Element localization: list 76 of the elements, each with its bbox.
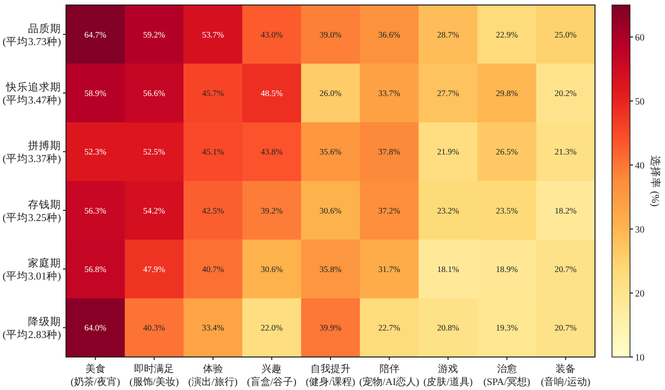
data-label: 30.6% [320,205,342,216]
data-label: 18.1% [437,264,460,274]
data-label: 54.2% [143,205,166,216]
x-tick-label: 体验 (演出/旅行) [188,363,238,388]
color-bar-label: 30 [635,226,645,236]
data-label: 18.9% [496,264,518,274]
data-label: 58.9% [84,88,106,98]
y-tick-label: 品质期 (平均3.73种) [2,22,62,48]
data-label: 22.7% [378,322,400,333]
data-label: 23.5% [496,205,518,216]
color-bar-label: 40 [635,162,645,172]
x-tick-label: 游戏 (皮肤/道具) [423,363,473,388]
data-label: 20.8% [437,322,460,333]
data-label: 56.3% [84,205,106,216]
color-bar-label: 10 [635,354,645,364]
x-tick-label: 陪伴 (宠物/AI恋人) [359,363,420,388]
data-label: 35.8% [320,264,342,274]
color-bar-label: 60 [635,34,645,44]
data-label: 22.0% [260,322,283,333]
data-label: 59.2% [143,29,166,40]
data-label: 26.0% [320,88,342,98]
x-tick-label: 美食 (奶茶/夜宵) [70,363,120,388]
data-label: 42.5% [202,205,224,216]
color-bar-title: 选择率 (%) [649,155,662,208]
data-label: 39.9% [320,322,342,333]
data-label: 48.5% [260,88,283,98]
x-tick-label: 即时满足 (服饰/美妆) [129,363,179,388]
data-label: 56.8% [84,264,106,274]
data-label: 45.1% [202,146,224,157]
data-label: 33.7% [378,88,400,98]
data-label: 22.9% [496,29,518,40]
color-bar-label: 50 [635,98,645,108]
data-label: 20.2% [554,88,577,98]
data-label: 21.9% [437,146,460,157]
x-tick-label: 自我提升 (健身/课程) [306,363,356,388]
data-label: 20.7% [554,322,577,333]
data-label: 25.0% [554,29,577,40]
y-tick-label: 快乐追求期 (平均3.47种) [2,80,62,106]
y-tick-label: 降级期 (平均2.83种) [2,316,62,342]
data-label: 20.7% [554,264,577,274]
y-tick-label: 存钱期 (平均3.25种) [2,198,62,224]
data-label: 35.6% [320,146,342,157]
data-label: 52.5% [143,146,166,157]
data-label: 64.7% [84,29,106,40]
data-label: 36.6% [378,29,400,40]
data-label: 33.4% [202,322,224,333]
data-label: 40.3% [143,322,166,333]
data-label: 21.3% [554,146,577,157]
y-tick-label: 家庭期 (平均3.01种) [2,256,62,282]
color-bar-label: 20 [635,290,645,300]
data-label: 37.8% [378,146,400,157]
data-label: 18.2% [554,205,577,216]
data-label: 52.3% [84,146,106,157]
data-label: 40.7% [202,264,224,274]
data-label: 29.8% [496,88,518,98]
x-tick-label: 兴趣 (盲盒/谷子) [246,363,296,388]
data-label: 37.2% [378,205,400,216]
data-label: 19.3% [496,322,518,333]
data-label: 28.7% [437,29,460,40]
y-tick-label: 拼搏期 (平均3.37种) [2,139,62,166]
data-label: 31.7% [378,264,400,274]
data-label: 23.2% [437,205,460,216]
data-label: 43.0% [260,29,283,40]
data-label: 43.8% [260,146,283,157]
data-label: 26.5% [496,146,518,157]
x-tick-label: 装备 (音响/运动) [540,363,590,388]
data-label: 47.9% [143,264,166,274]
data-label: 56.6% [143,88,166,98]
data-label: 39.0% [320,29,342,40]
data-label: 45.7% [202,88,224,98]
x-tick-label: 治愈 (SPA/冥想) [483,363,530,388]
data-label: 64.0% [84,322,106,333]
data-label: 30.6% [260,264,283,274]
data-label: 27.7% [437,88,460,98]
data-label: 39.2% [260,205,283,216]
data-label: 53.7% [202,29,224,40]
